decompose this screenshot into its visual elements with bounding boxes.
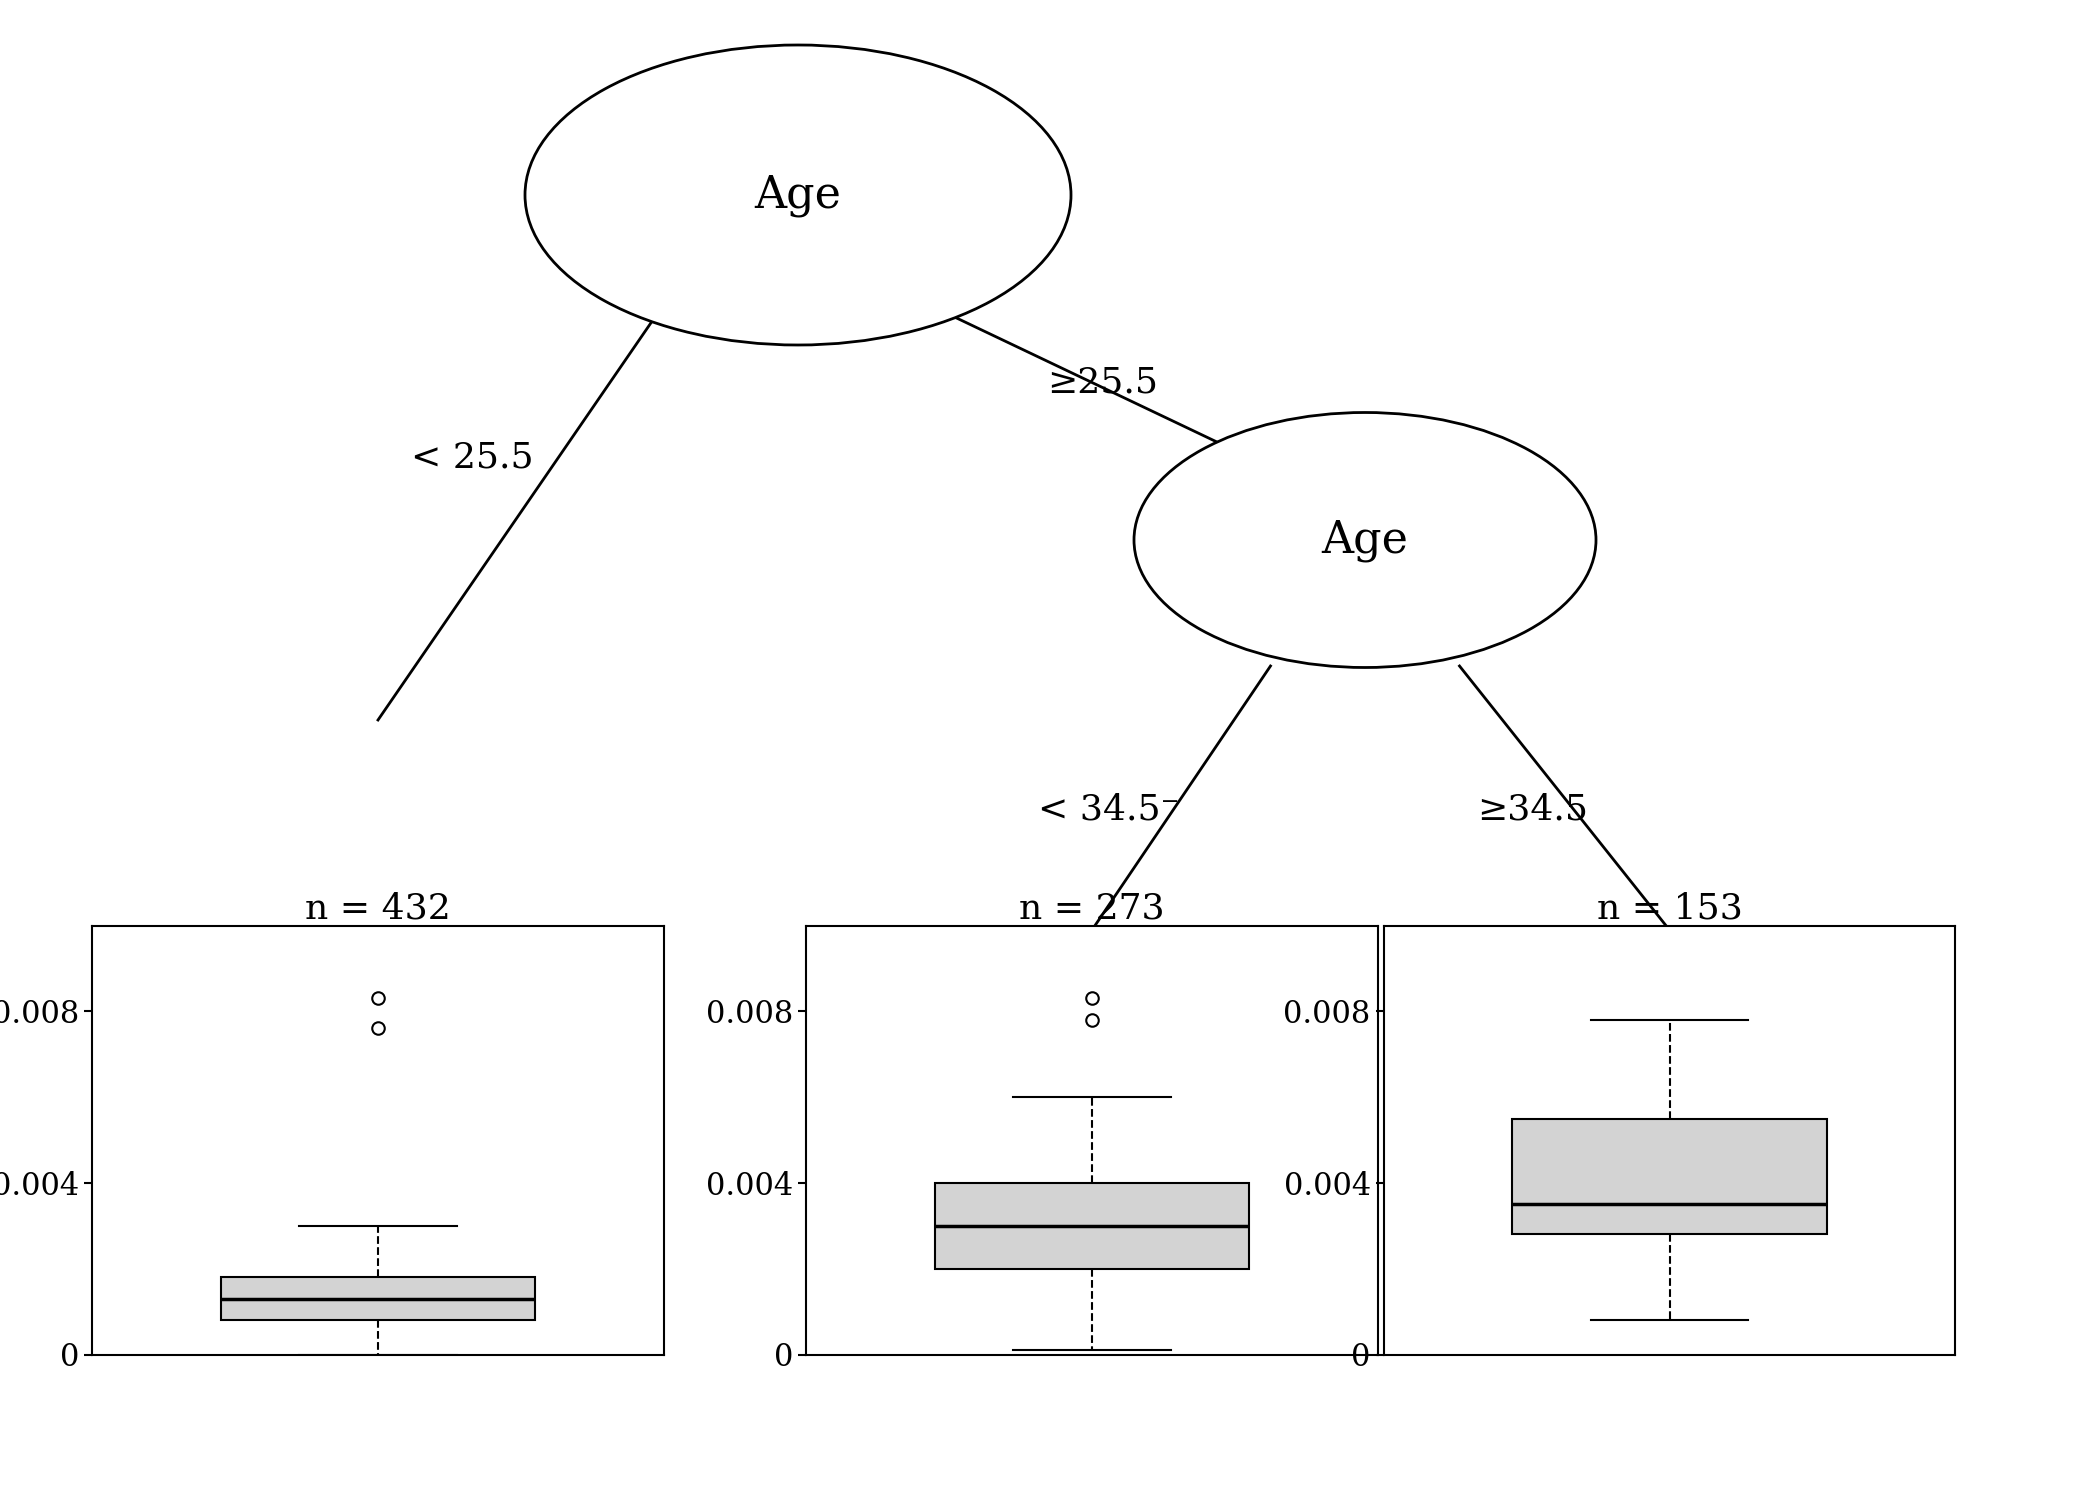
Text: ≥25.5: ≥25.5 — [1048, 366, 1157, 399]
PathPatch shape — [934, 1184, 1250, 1269]
PathPatch shape — [1512, 1119, 1827, 1234]
Ellipse shape — [525, 45, 1071, 345]
Title: n = 153: n = 153 — [1596, 891, 1743, 926]
Ellipse shape — [1134, 413, 1596, 668]
Title: n = 432: n = 432 — [304, 891, 452, 926]
Title: n = 273: n = 273 — [1018, 891, 1166, 926]
Text: < 25.5: < 25.5 — [412, 441, 533, 474]
Text: Age: Age — [1321, 519, 1409, 561]
Text: Age: Age — [754, 174, 842, 216]
Text: ≥34.5: ≥34.5 — [1478, 794, 1588, 826]
PathPatch shape — [220, 1278, 536, 1320]
Text: < 34.5⁻: < 34.5⁻ — [1037, 794, 1180, 826]
